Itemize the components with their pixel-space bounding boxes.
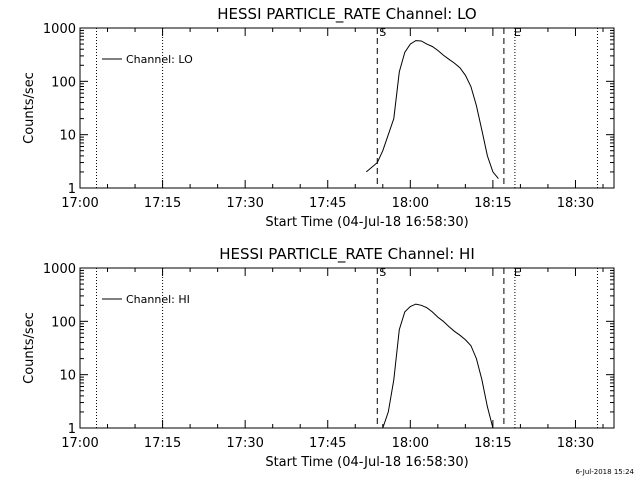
panel1-end-marker-label: E <box>514 26 521 39</box>
panel2-chart-title: HESSI PARTICLE_RATE Channel: HI <box>219 245 475 264</box>
panel2-x-tick-label: 17:45 <box>309 436 346 451</box>
panel2-x-tick-label: 17:15 <box>144 436 181 451</box>
panel2-x-tick-label: 18:00 <box>392 436 429 451</box>
panel2-y-tick-label: 10 <box>59 369 76 384</box>
panel2-x-tick-label: 17:00 <box>61 436 98 451</box>
panel2-y-tick-label: 1 <box>68 422 76 437</box>
panel1-y-axis-label: Counts/sec <box>22 72 37 144</box>
panel1-y-tick-label: 1 <box>68 182 76 197</box>
panel1-x-tick-label: 18:30 <box>557 196 594 211</box>
panel1-x-tick-label: 18:00 <box>392 196 429 211</box>
panel1-y-tick-label: 1000 <box>43 22 76 37</box>
panel1-x-tick-label: 17:30 <box>226 196 263 211</box>
panel2-series-line <box>382 303 494 429</box>
panel1-y-tick-label: 10 <box>59 129 76 144</box>
panel1-x-tick-label: 17:45 <box>309 196 346 211</box>
panel2-x-tick-label: 18:30 <box>557 436 594 451</box>
panel2-y-axis-label: Counts/sec <box>22 312 37 384</box>
panel1-x-tick-label: 18:15 <box>474 196 511 211</box>
panel2-plot-frame <box>79 267 615 429</box>
panel1-x-tick-label: 17:15 <box>144 196 181 211</box>
panel1-x-axis-label: Start Time (04-Jul-18 16:58:30) <box>265 215 468 230</box>
panel2-y-tick-label: 100 <box>51 315 76 330</box>
panel1-legend-label: Channel: LO <box>126 53 193 66</box>
panel2-end-marker-label: E <box>514 266 521 279</box>
panel2-legend-label: Channel: HI <box>126 293 190 306</box>
panel2-start-marker-label: S <box>379 266 386 279</box>
panel2-x-tick-label: 18:15 <box>474 436 511 451</box>
panel2-x-tick-label: 17:30 <box>226 436 263 451</box>
panel1-y-tick-label: 100 <box>51 75 76 90</box>
panel1-x-tick-label: 17:00 <box>61 196 98 211</box>
panel2-y-tick-label: 1000 <box>43 262 76 277</box>
panel1-series-line <box>365 40 499 179</box>
panel1-chart-title: HESSI PARTICLE_RATE Channel: LO <box>217 5 476 24</box>
panel1-plot-frame <box>79 27 615 189</box>
panel2-x-axis-label: Start Time (04-Jul-18 16:58:30) <box>265 455 468 470</box>
timestamp: 6-Jul-2018 15:24 <box>575 468 634 476</box>
panel1-start-marker-label: S <box>379 26 386 39</box>
